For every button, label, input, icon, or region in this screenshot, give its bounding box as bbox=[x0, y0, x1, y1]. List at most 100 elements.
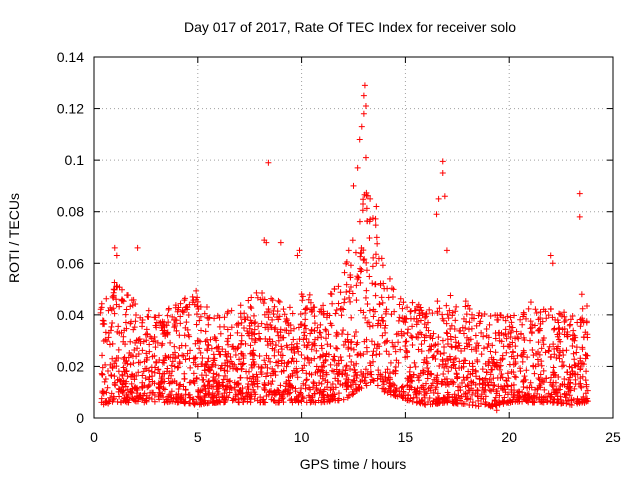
data-point bbox=[511, 391, 518, 398]
data-point bbox=[99, 352, 106, 359]
data-point bbox=[249, 330, 256, 337]
data-point bbox=[360, 371, 367, 378]
data-point bbox=[434, 372, 441, 379]
data-point bbox=[432, 341, 439, 348]
data-point bbox=[214, 382, 221, 389]
data-point bbox=[504, 383, 511, 390]
data-point bbox=[549, 314, 556, 321]
data-point bbox=[404, 382, 411, 389]
data-point bbox=[296, 247, 303, 254]
data-point bbox=[255, 363, 262, 370]
data-point bbox=[347, 283, 354, 290]
x-tick-label: 15 bbox=[398, 429, 414, 445]
data-point bbox=[224, 310, 231, 317]
data-point bbox=[487, 348, 494, 355]
data-point bbox=[225, 350, 232, 357]
data-point bbox=[340, 396, 347, 403]
data-point bbox=[372, 215, 379, 222]
data-point bbox=[569, 368, 576, 375]
data-point bbox=[530, 363, 537, 370]
data-point bbox=[244, 398, 251, 405]
data-point bbox=[474, 386, 481, 393]
data-point bbox=[129, 302, 136, 309]
data-point bbox=[403, 347, 410, 354]
data-point bbox=[425, 319, 432, 326]
data-point bbox=[174, 364, 181, 371]
data-point bbox=[273, 359, 280, 366]
data-point bbox=[507, 333, 514, 340]
data-point bbox=[100, 390, 107, 397]
data-point bbox=[113, 283, 120, 290]
data-point bbox=[555, 326, 562, 333]
data-point bbox=[135, 351, 142, 358]
data-point bbox=[445, 391, 452, 398]
data-point bbox=[308, 357, 315, 364]
data-point bbox=[537, 308, 544, 315]
data-point bbox=[540, 341, 547, 348]
data-point bbox=[190, 378, 197, 385]
data-point bbox=[122, 311, 129, 318]
data-point bbox=[445, 368, 452, 375]
data-point bbox=[122, 398, 129, 405]
data-point bbox=[525, 305, 532, 312]
data-point bbox=[409, 299, 416, 306]
data-point bbox=[127, 303, 134, 310]
data-point bbox=[203, 336, 210, 343]
data-point bbox=[412, 363, 419, 370]
data-point bbox=[579, 305, 586, 312]
data-point bbox=[472, 332, 479, 339]
data-point bbox=[152, 322, 159, 329]
data-point bbox=[499, 397, 506, 404]
data-point bbox=[441, 376, 448, 383]
data-point bbox=[406, 386, 413, 393]
data-point bbox=[108, 372, 115, 379]
data-point bbox=[205, 385, 212, 392]
data-point bbox=[395, 317, 402, 324]
data-point bbox=[378, 314, 385, 321]
data-point bbox=[437, 351, 444, 357]
data-point bbox=[358, 249, 365, 256]
data-point bbox=[183, 303, 190, 310]
data-point bbox=[349, 237, 356, 244]
data-point bbox=[396, 301, 403, 308]
data-point bbox=[405, 376, 412, 383]
data-point bbox=[400, 318, 407, 325]
data-point bbox=[472, 367, 479, 374]
data-point bbox=[382, 374, 389, 381]
data-point bbox=[430, 398, 437, 405]
data-point bbox=[563, 398, 570, 405]
data-point bbox=[127, 388, 134, 395]
data-point bbox=[99, 371, 106, 378]
data-point bbox=[450, 379, 457, 386]
data-point bbox=[367, 195, 374, 202]
data-point bbox=[571, 337, 578, 344]
data-point bbox=[362, 154, 369, 161]
data-point bbox=[159, 327, 166, 334]
data-point bbox=[161, 323, 168, 330]
data-point bbox=[98, 395, 105, 402]
data-point bbox=[105, 334, 112, 341]
data-point bbox=[139, 323, 146, 330]
data-point bbox=[164, 330, 171, 337]
data-point bbox=[283, 315, 290, 322]
data-point bbox=[343, 281, 350, 288]
data-point bbox=[423, 354, 430, 361]
data-point bbox=[235, 321, 242, 328]
data-point bbox=[426, 343, 433, 350]
data-point bbox=[263, 321, 270, 328]
data-point bbox=[146, 373, 153, 380]
data-point bbox=[151, 398, 158, 405]
data-point bbox=[387, 359, 394, 366]
data-point bbox=[556, 336, 563, 343]
data-point bbox=[300, 380, 307, 387]
data-point bbox=[194, 298, 201, 305]
data-point bbox=[373, 203, 380, 210]
data-point bbox=[126, 349, 133, 356]
data-point bbox=[311, 336, 318, 343]
data-point bbox=[341, 296, 348, 303]
data-point bbox=[475, 397, 482, 404]
data-point bbox=[363, 267, 370, 274]
data-point bbox=[233, 391, 240, 398]
data-point bbox=[227, 377, 234, 384]
data-point bbox=[340, 342, 347, 349]
